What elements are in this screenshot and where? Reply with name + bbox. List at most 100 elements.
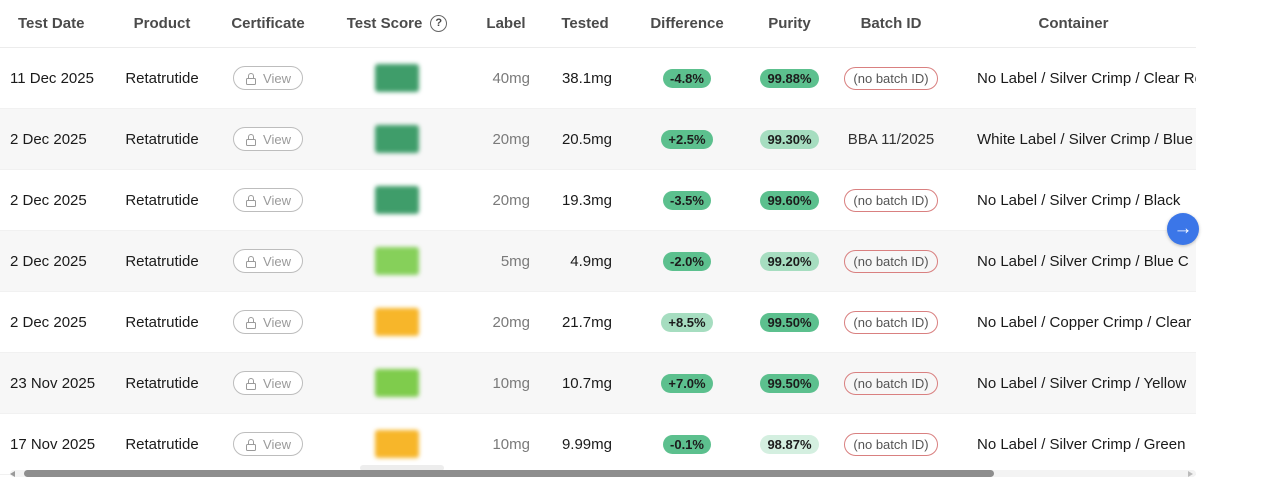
cell-product: Retatrutide	[110, 169, 214, 231]
cell-certificate: View	[214, 291, 322, 353]
cell-tested: 4.9mg	[540, 230, 630, 292]
cell-test-date: 2 Dec 2025	[0, 169, 110, 231]
view-certificate-button[interactable]: View	[233, 371, 303, 395]
scroll-right-arrow-icon[interactable]: →	[1167, 213, 1199, 245]
purity-badge: 99.88%	[760, 68, 819, 88]
cell-container: No Label / Silver Crimp / Black	[947, 169, 1196, 231]
cell-product: Retatrutide	[110, 352, 214, 414]
lock-icon	[246, 194, 257, 207]
results-table-container: Test Date Product Certificate Test Score…	[0, 0, 1196, 477]
lock-icon	[246, 438, 257, 451]
header-test-date[interactable]: Test Date	[0, 0, 110, 48]
view-certificate-button[interactable]: View	[233, 188, 303, 212]
difference-badge: -4.8%	[663, 68, 711, 88]
cell-certificate: View	[214, 169, 322, 231]
cell-tested: 10.7mg	[540, 352, 630, 414]
purity-badge: 99.60%	[760, 190, 819, 210]
resize-handle[interactable]	[360, 465, 444, 471]
results-table: Test Date Product Certificate Test Score…	[0, 0, 1196, 475]
scroll-right-small-arrow-icon[interactable]	[1188, 471, 1193, 477]
view-certificate-button[interactable]: View	[233, 249, 303, 273]
test-score-indicator	[375, 186, 419, 214]
view-certificate-button[interactable]: View	[233, 310, 303, 334]
table-row[interactable]: 2 Dec 2025 Retatrutide View 20mg 19.3mg -3.5%…	[0, 169, 1196, 231]
header-label[interactable]: Label	[472, 0, 540, 48]
cell-product: Retatrutide	[110, 47, 214, 109]
cell-test-score	[322, 169, 472, 231]
batch-id-badge: (no batch ID)	[844, 371, 938, 395]
table-body: 11 Dec 2025 Retatrutide View 40mg 38.1mg -4.8…	[0, 47, 1196, 475]
help-icon[interactable]: ?	[430, 15, 448, 32]
cell-difference: +2.5%	[630, 108, 744, 170]
cell-product: Retatrutide	[110, 291, 214, 353]
test-score-indicator	[375, 369, 419, 397]
cell-difference: -4.8%	[630, 47, 744, 109]
purity-badge: 99.30%	[760, 129, 819, 149]
cell-test-score	[322, 230, 472, 292]
test-score-indicator	[375, 64, 419, 92]
cell-label: 20mg	[472, 108, 540, 170]
table-row[interactable]: 2 Dec 2025 Retatrutide View 20mg 21.7mg +8.5%…	[0, 291, 1196, 353]
cell-difference: +8.5%	[630, 291, 744, 353]
header-test-score[interactable]: Test Score?	[322, 0, 472, 48]
batch-id-badge: (no batch ID)	[844, 188, 938, 212]
right-margin	[1196, 0, 1280, 477]
cell-test-date: 2 Dec 2025	[0, 230, 110, 292]
cell-certificate: View	[214, 352, 322, 414]
header-tested[interactable]: Tested	[540, 0, 630, 48]
table-row[interactable]: 11 Dec 2025 Retatrutide View 40mg 38.1mg -4.8…	[0, 47, 1196, 109]
purity-badge: 98.87%	[760, 434, 819, 454]
cell-certificate: View	[214, 108, 322, 170]
batch-id-badge: (no batch ID)	[844, 249, 938, 273]
header-difference[interactable]: Difference	[630, 0, 744, 48]
purity-badge: 99.50%	[760, 312, 819, 332]
cell-product: Retatrutide	[110, 108, 214, 170]
cell-purity: 99.50%	[744, 291, 835, 353]
view-certificate-button[interactable]: View	[233, 66, 303, 90]
test-score-indicator	[375, 430, 419, 458]
cell-product: Retatrutide	[110, 413, 214, 475]
horizontal-scrollbar-thumb[interactable]	[24, 470, 994, 477]
cell-label: 10mg	[472, 413, 540, 475]
cell-certificate: View	[214, 47, 322, 109]
header-purity[interactable]: Purity	[744, 0, 835, 48]
cell-test-score	[322, 291, 472, 353]
cell-test-date: 2 Dec 2025	[0, 291, 110, 353]
lock-icon	[246, 255, 257, 268]
cell-purity: 99.88%	[744, 47, 835, 109]
cell-batch-id: (no batch ID)	[835, 230, 947, 292]
purity-badge: 99.20%	[760, 251, 819, 271]
cell-batch-id: (no batch ID)	[835, 413, 947, 475]
header-batch-id[interactable]: Batch ID	[835, 0, 947, 48]
cell-container: No Label / Silver Crimp / Blue C	[947, 230, 1196, 292]
header-container[interactable]: Container	[947, 0, 1196, 48]
cell-tested: 19.3mg	[540, 169, 630, 231]
cell-purity: 99.20%	[744, 230, 835, 292]
cell-container: No Label / Silver Crimp / Yellow	[947, 352, 1196, 414]
difference-badge: -0.1%	[663, 434, 711, 454]
cell-label: 20mg	[472, 291, 540, 353]
lock-icon	[246, 133, 257, 146]
cell-container: White Label / Silver Crimp / Blue	[947, 108, 1196, 170]
view-button-label: View	[263, 253, 291, 269]
table-row[interactable]: 23 Nov 2025 Retatrutide View 10mg 10.7mg +7.0…	[0, 352, 1196, 414]
header-product[interactable]: Product	[110, 0, 214, 48]
difference-badge: +2.5%	[661, 129, 713, 149]
lock-icon	[246, 377, 257, 390]
cell-label: 40mg	[472, 47, 540, 109]
lock-icon	[246, 72, 257, 85]
cell-batch-id: (no batch ID)	[835, 291, 947, 353]
cell-certificate: View	[214, 230, 322, 292]
lock-icon	[246, 316, 257, 329]
header-certificate[interactable]: Certificate	[214, 0, 322, 48]
scroll-left-arrow-icon[interactable]	[10, 471, 15, 477]
view-certificate-button[interactable]: View	[233, 432, 303, 456]
test-score-indicator	[375, 247, 419, 275]
table-row[interactable]: 2 Dec 2025 Retatrutide View 20mg 20.5mg +2.5%…	[0, 108, 1196, 170]
table-row[interactable]: 2 Dec 2025 Retatrutide View 5mg 4.9mg -2.0% 99…	[0, 230, 1196, 292]
view-button-label: View	[263, 70, 291, 86]
view-certificate-button[interactable]: View	[233, 127, 303, 151]
cell-purity: 98.87%	[744, 413, 835, 475]
table-row[interactable]: 17 Nov 2025 Retatrutide View 10mg 9.99mg -0.1…	[0, 413, 1196, 475]
cell-difference: -3.5%	[630, 169, 744, 231]
